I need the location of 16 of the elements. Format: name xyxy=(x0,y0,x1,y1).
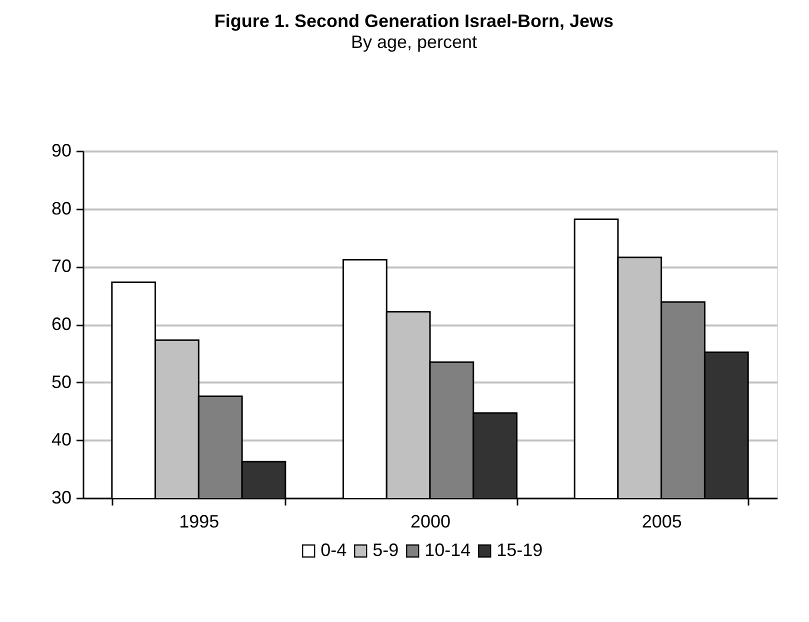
y-tick-label: 30 xyxy=(51,488,72,508)
y-tick-label: 70 xyxy=(51,256,72,276)
chart-title: Figure 1. Second Generation Israel-Born, Jews xyxy=(214,11,614,31)
y-tick-label: 50 xyxy=(51,372,72,392)
x-tick-label: 2005 xyxy=(642,512,682,532)
y-tick-label: 60 xyxy=(51,314,72,334)
y-tick-label: 80 xyxy=(51,198,72,218)
x-tick-label: 2000 xyxy=(410,512,451,532)
legend-label: 5-9 xyxy=(372,540,399,560)
y-tick-label: 40 xyxy=(51,430,72,450)
legend-label: 10-14 xyxy=(424,540,471,560)
chart-subtitle: By age, percent xyxy=(350,32,478,52)
x-tick-label: 1995 xyxy=(179,512,220,532)
y-tick-label: 90 xyxy=(51,140,72,160)
legend-label: 15-19 xyxy=(496,540,543,560)
legend-label: 0-4 xyxy=(320,540,347,560)
